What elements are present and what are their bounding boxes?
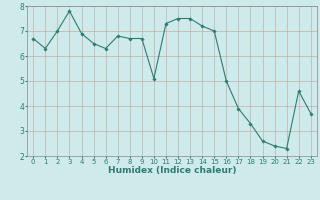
X-axis label: Humidex (Indice chaleur): Humidex (Indice chaleur)	[108, 166, 236, 175]
